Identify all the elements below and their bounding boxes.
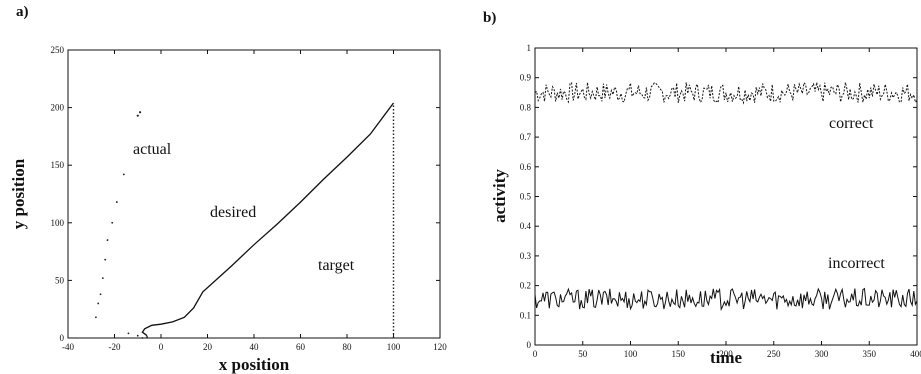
chart-b-xtick-label: 100 [624,349,638,359]
chart-a-xtick-label: 100 [387,342,401,352]
chart-b-xtick-label: 200 [719,349,733,359]
series-actual-point [97,302,100,305]
chart-b-xlabel: time [710,348,743,367]
chart-a-xtick-label: -20 [109,342,121,352]
annotation-desired: desired [210,204,256,221]
chart-a-xtick-label: 80 [343,342,353,352]
series-actual-point [127,332,130,335]
series-actual-point [136,334,139,337]
chart-b-ytick-label: 0.3 [520,251,532,261]
chart-b-xtick-label: 300 [815,349,829,359]
series-actual-point [95,316,97,319]
chart-a-ytick-label: 200 [51,103,65,113]
series-actual-point [122,173,125,176]
chart-b-xtick-label: 400 [910,349,921,359]
series-correct-line [534,81,918,105]
chart-a: -40 -20 0 20 40 60 80 100 120 0 50 100 150 200 250 x p… [9,45,447,374]
panel-label-b: b) [483,10,496,26]
series-actual-point [141,337,144,339]
series-actual-point [106,239,109,241]
chart-b: 0 50 100 150 200 250 300 350 400 0 0.1 0.2 0.3 0.4 0.5… [490,43,921,367]
chart-b-ytick-label: 0.6 [520,162,532,172]
annotation-target: target [318,257,355,274]
chart-b-ytick-label: 0.8 [520,102,532,112]
panel-label-a: a) [16,4,29,20]
chart-a-ytick-label: 250 [51,45,65,55]
series-actual-point [136,114,139,117]
series-desired-line [141,102,395,337]
chart-b-ytick-label: 0.2 [520,281,531,291]
chart-a-xtick-label: 60 [296,342,306,352]
chart-a-ytick-label: 150 [51,160,65,170]
annotation-incorrect: incorrect [828,255,885,272]
annotation-correct: correct [829,115,874,132]
series-actual-point [101,277,104,279]
chart-b-xtick-label: 0 [533,349,538,359]
series-actual-point [115,201,118,203]
chart-a-xtick-label: 120 [433,342,447,352]
chart-b-ytick-label: 0.7 [520,132,532,142]
series-incorrect-line [534,287,918,312]
annotation-actual: actual [133,141,172,158]
series-actual-point [111,221,114,224]
chart-b-xtick-label: 50 [578,349,588,359]
chart-a-ytick-label: 0 [60,333,65,343]
chart-a-xtick-label: 20 [203,342,213,352]
chart-a-xtick-label: 0 [159,342,164,352]
chart-b-xtick-label: 350 [863,349,877,359]
chart-b-ytick-label: 0.1 [520,310,531,320]
series-actual-point [138,111,142,114]
chart-b-ytick-label: 0.5 [520,192,532,202]
chart-a-ylabel: y position [9,158,28,229]
chart-b-ylabel: activity [490,169,509,223]
chart-b-ytick-label: 0 [527,340,532,350]
series-actual-point [146,335,148,338]
chart-a-xtick-label: -40 [62,342,74,352]
chart-b-xtick-label: 250 [767,349,781,359]
series-actual-point [99,293,102,296]
chart-a-frame [67,49,441,339]
chart-b-ytick-label: 0.9 [520,73,532,83]
chart-b-xtick-label: 150 [672,349,686,359]
chart-a-ytick-label: 50 [55,275,65,285]
chart-b-ytick-label: 0.4 [520,221,532,231]
series-actual-point [104,258,107,261]
chart-a-ytick-label: 100 [51,218,65,228]
chart-b-ytick-label: 1 [527,43,532,53]
chart-a-xtick-label: 40 [250,342,260,352]
chart-a-xlabel: x position [219,355,290,374]
